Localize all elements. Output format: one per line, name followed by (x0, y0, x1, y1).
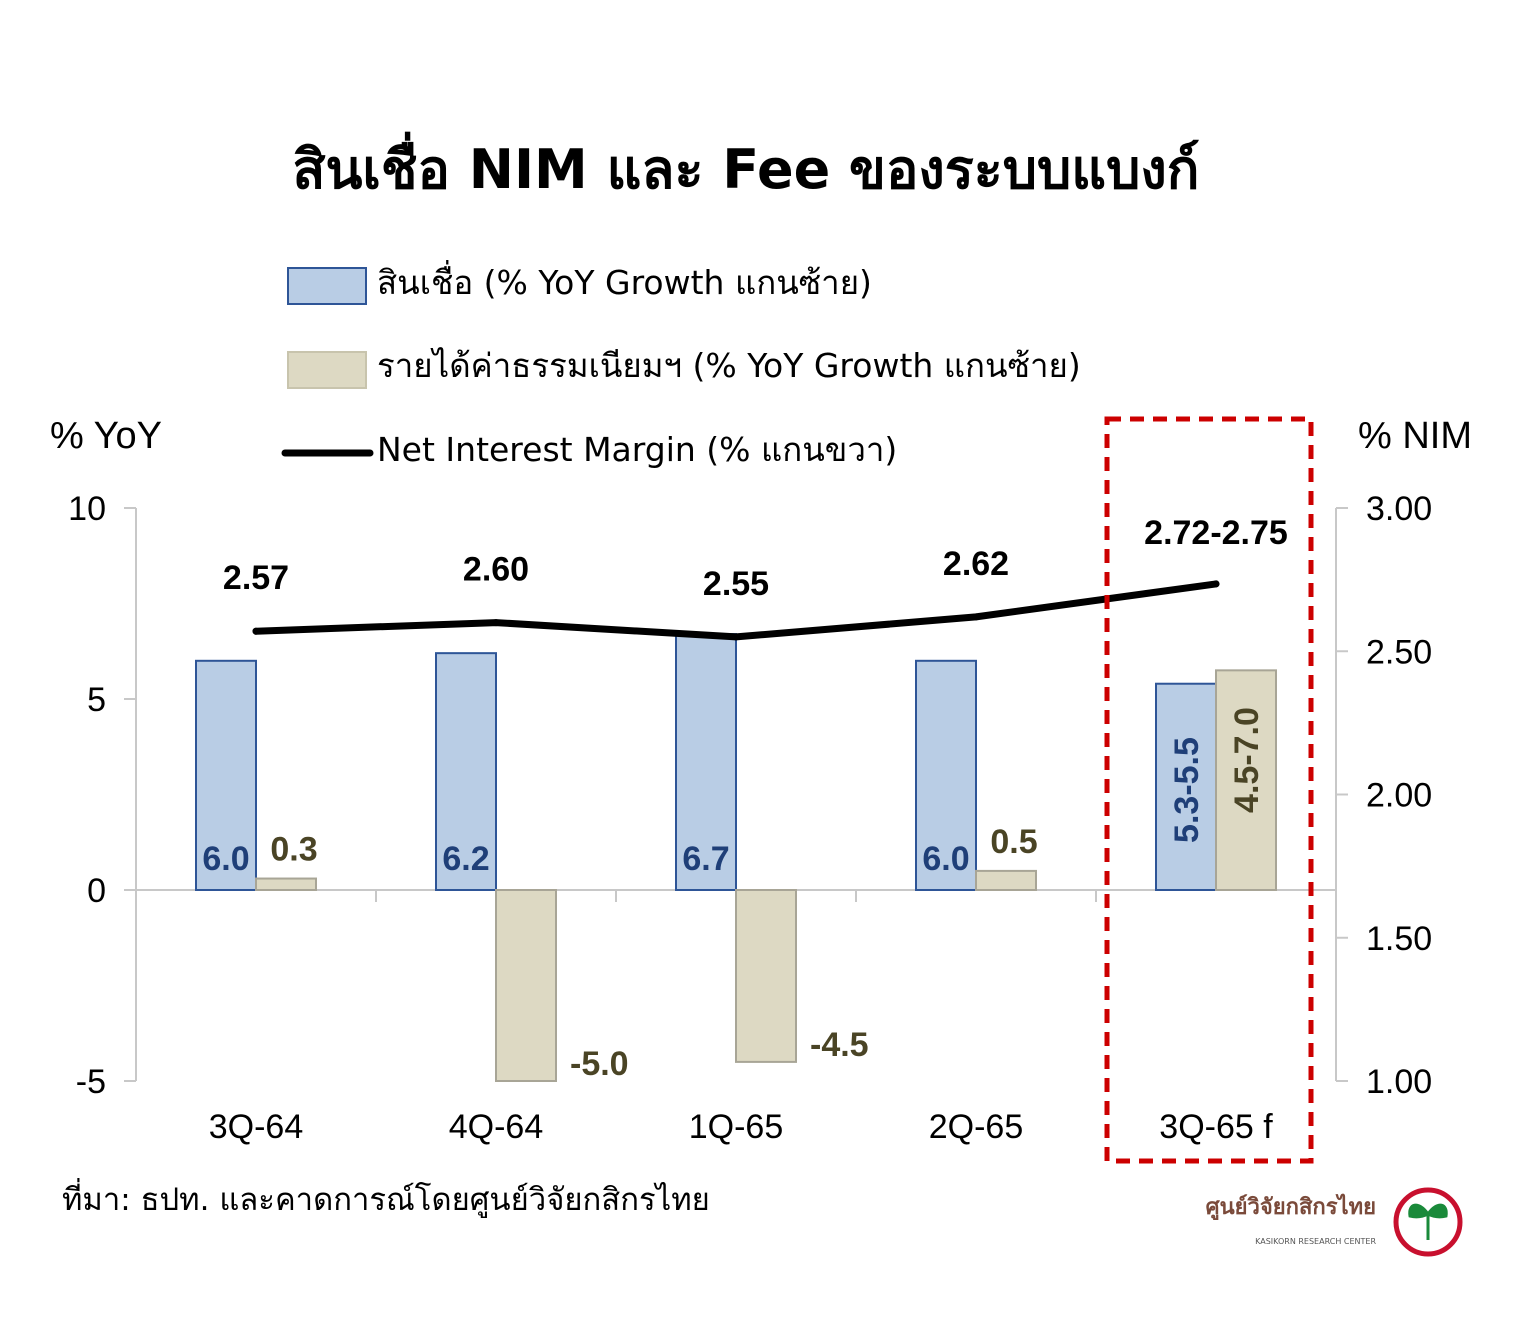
fee-bar (495, 889, 557, 1082)
loan-bar (915, 659, 977, 891)
fee-bar (735, 889, 797, 1063)
legend-swatch-loans (287, 267, 367, 305)
legend-swatch-fees (287, 351, 367, 389)
loan-data-label: 5.3-5.5 (1168, 737, 1206, 843)
y-right-title: % NIM (1358, 415, 1472, 457)
left-axis-tick-label: -5 (76, 1063, 106, 1101)
right-axis-tick-label: 2.50 (1366, 633, 1432, 671)
x-tick-label: 3Q-64 (209, 1108, 304, 1146)
fee-data-label: -5.0 (570, 1045, 629, 1083)
fee-bar (255, 877, 317, 891)
nim-point (732, 633, 740, 641)
legend-label-nim: Net Interest Margin (% แกนขวา) (377, 430, 897, 469)
nim-data-label: 2.60 (463, 551, 529, 589)
x-axis-labels: 3Q-64 4Q-64 1Q-65 2Q-65 3Q-65 f (209, 1108, 1273, 1146)
right-axis-tick-label: 2.00 (1366, 777, 1432, 815)
x-tick-label: 1Q-65 (689, 1108, 784, 1146)
loan-data-label: 6.2 (442, 840, 489, 878)
legend-label-loans: สินเชื่อ (% YoY Growth แกนซ้าย) (377, 260, 872, 302)
bars (195, 633, 1277, 1082)
nim-point (972, 613, 980, 621)
fee-bar (975, 869, 1037, 892)
loan-bar (435, 652, 497, 891)
x-tick-label: 4Q-64 (449, 1108, 544, 1146)
nim-data-label: 2.55 (703, 565, 769, 603)
nim-point (252, 627, 260, 635)
logo-name: ศูนย์วิจัยกสิกรไทย (1206, 1193, 1376, 1221)
legend-label-fees: รายได้ค่าธรรมเนียมฯ (% YoY Growth แกนซ้า… (377, 346, 1081, 385)
nim-point (1212, 580, 1220, 588)
source-note: ที่มา: ธปท. และคาดการณ์โดยศูนย์วิจัยกสิก… (62, 1178, 710, 1218)
logo: ศูนย์วิจัยกสิกรไทย KASIKORN RESEARCH CEN… (1206, 1187, 1463, 1257)
nim-data-label: 2.57 (223, 559, 289, 597)
loan-data-label: 6.0 (202, 840, 249, 878)
right-axis-tick-label: 1.50 (1366, 920, 1432, 958)
loan-data-label: 6.7 (682, 840, 729, 878)
data-labels: 6.0 0.3 2.57 6.2 -5.0 2.60 6.7 -4.5 2.55 6.0 0.5 2.… (202, 514, 1287, 1083)
fee-data-label: -4.5 (810, 1026, 869, 1064)
fee-data-label: 0.3 (270, 831, 317, 869)
fee-data-label: 4.5-7.0 (1228, 707, 1266, 813)
right-axis: 1.00 1.50 2.00 2.50 3.00 (1335, 490, 1432, 1101)
fee-data-label: 0.5 (990, 823, 1037, 861)
nim-line (252, 580, 1220, 641)
right-axis-tick-label: 3.00 (1366, 490, 1432, 528)
nim-point (492, 619, 500, 627)
left-axis-tick-label: 0 (87, 872, 106, 910)
nim-data-label: 2.62 (943, 545, 1009, 583)
forecast-highlight-box (1104, 416, 1314, 1164)
nim-data-label: 2.72-2.75 (1144, 514, 1288, 552)
left-axis-tick-label: 10 (68, 490, 106, 528)
loan-bar (675, 633, 737, 891)
x-tick-label: 3Q-65 f (1159, 1108, 1273, 1146)
loan-bar (195, 659, 257, 891)
right-axis-tick-label: 1.00 (1366, 1063, 1432, 1101)
fee-bar (1215, 669, 1277, 891)
legend: สินเชื่อ (% YoY Growth แกนซ้าย) รายได้ค่… (281, 260, 1081, 469)
loan-data-label: 6.0 (922, 840, 969, 878)
left-axis-tick-label: 5 (87, 681, 106, 719)
x-tick-label: 2Q-65 (929, 1108, 1024, 1146)
logo-leaf-icon (1408, 1203, 1448, 1240)
y-left-title: % YoY (50, 415, 162, 457)
chart-title: สินเชื่อ NIM และ Fee ของระบบแบงก์ (293, 131, 1200, 201)
left-axis: -5 0 5 10 (68, 490, 137, 1101)
logo-subtitle: KASIKORN RESEARCH CENTER (1255, 1237, 1376, 1246)
